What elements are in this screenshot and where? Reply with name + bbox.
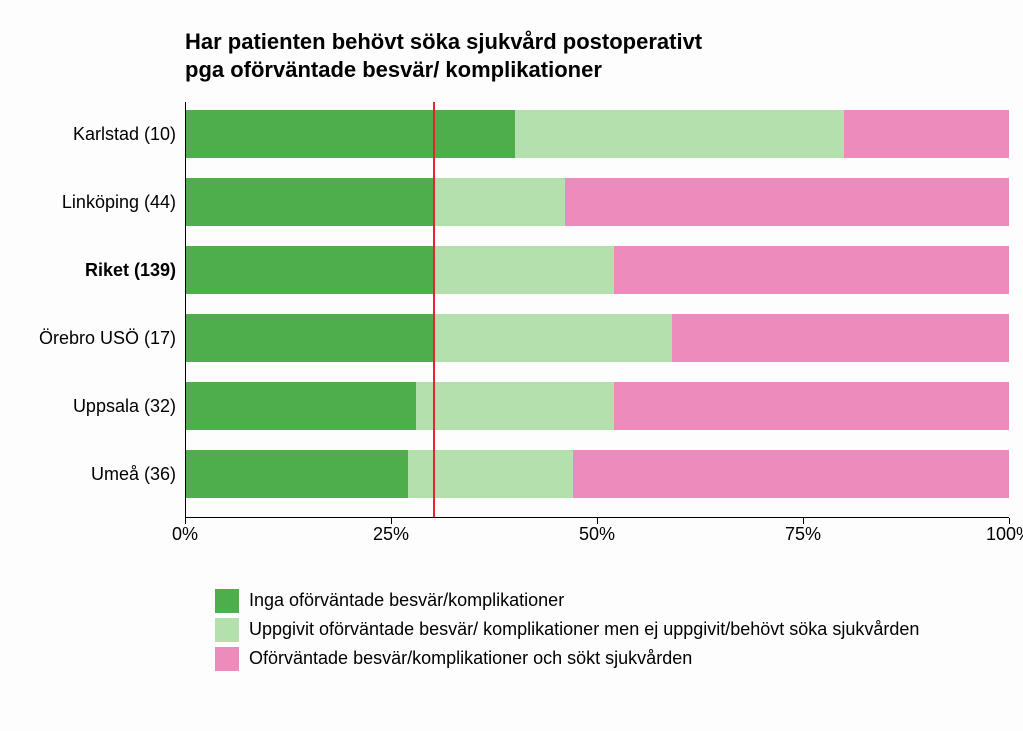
reference-line [433,102,435,517]
bar-3-seg-0 [186,314,433,362]
legend: Inga oförväntade besvär/komplikationer U… [215,588,919,676]
bar-0-seg-2 [844,110,1009,158]
x-tick-0: 0% [172,524,198,545]
legend-item-1: Uppgivit oförväntade besvär/ komplikatio… [215,617,919,642]
bar-3-seg-2 [672,314,1009,362]
y-label-5: Umeå (36) [6,450,176,498]
bar-5-seg-0 [186,450,408,498]
bar-0-seg-0 [186,110,515,158]
plot-area [185,102,1009,518]
y-label-1: Linköping (44) [6,178,176,226]
bar-5-seg-2 [573,450,1009,498]
bar-row-3 [186,314,1009,362]
legend-swatch-1 [215,618,239,642]
legend-item-2: Oförväntade besvär/komplikationer och sö… [215,646,919,671]
legend-label-1: Uppgivit oförväntade besvär/ komplikatio… [249,617,919,642]
bar-2-seg-0 [186,246,433,294]
legend-label-0: Inga oförväntade besvär/komplikationer [249,588,564,613]
bar-2-seg-2 [614,246,1009,294]
y-label-4: Uppsala (32) [6,382,176,430]
x-tick-3: 75% [785,524,821,545]
bar-4-seg-1 [416,382,614,430]
bar-row-2 [186,246,1009,294]
y-label-3: Örebro USÖ (17) [6,314,176,362]
bar-0-seg-1 [515,110,844,158]
y-label-0: Karlstad (10) [6,110,176,158]
legend-swatch-0 [215,589,239,613]
chart-title: Har patienten behövt söka sjukvård posto… [185,28,702,83]
legend-item-0: Inga oförväntade besvär/komplikationer [215,588,919,613]
bar-row-5 [186,450,1009,498]
bar-4-seg-0 [186,382,416,430]
bar-1-seg-1 [433,178,565,226]
bar-2-seg-1 [433,246,614,294]
bar-1-seg-0 [186,178,433,226]
x-tick-4: 100% [986,524,1023,545]
bar-row-0 [186,110,1009,158]
bar-row-4 [186,382,1009,430]
bar-3-seg-1 [433,314,672,362]
bar-row-1 [186,178,1009,226]
bar-4-seg-2 [614,382,1009,430]
bar-1-seg-2 [565,178,1009,226]
x-tick-2: 50% [579,524,615,545]
chart-container: Har patienten behövt söka sjukvård posto… [0,0,1023,731]
y-label-2: Riket (139) [6,246,176,294]
legend-swatch-2 [215,647,239,671]
legend-label-2: Oförväntade besvär/komplikationer och sö… [249,646,692,671]
x-tick-1: 25% [373,524,409,545]
